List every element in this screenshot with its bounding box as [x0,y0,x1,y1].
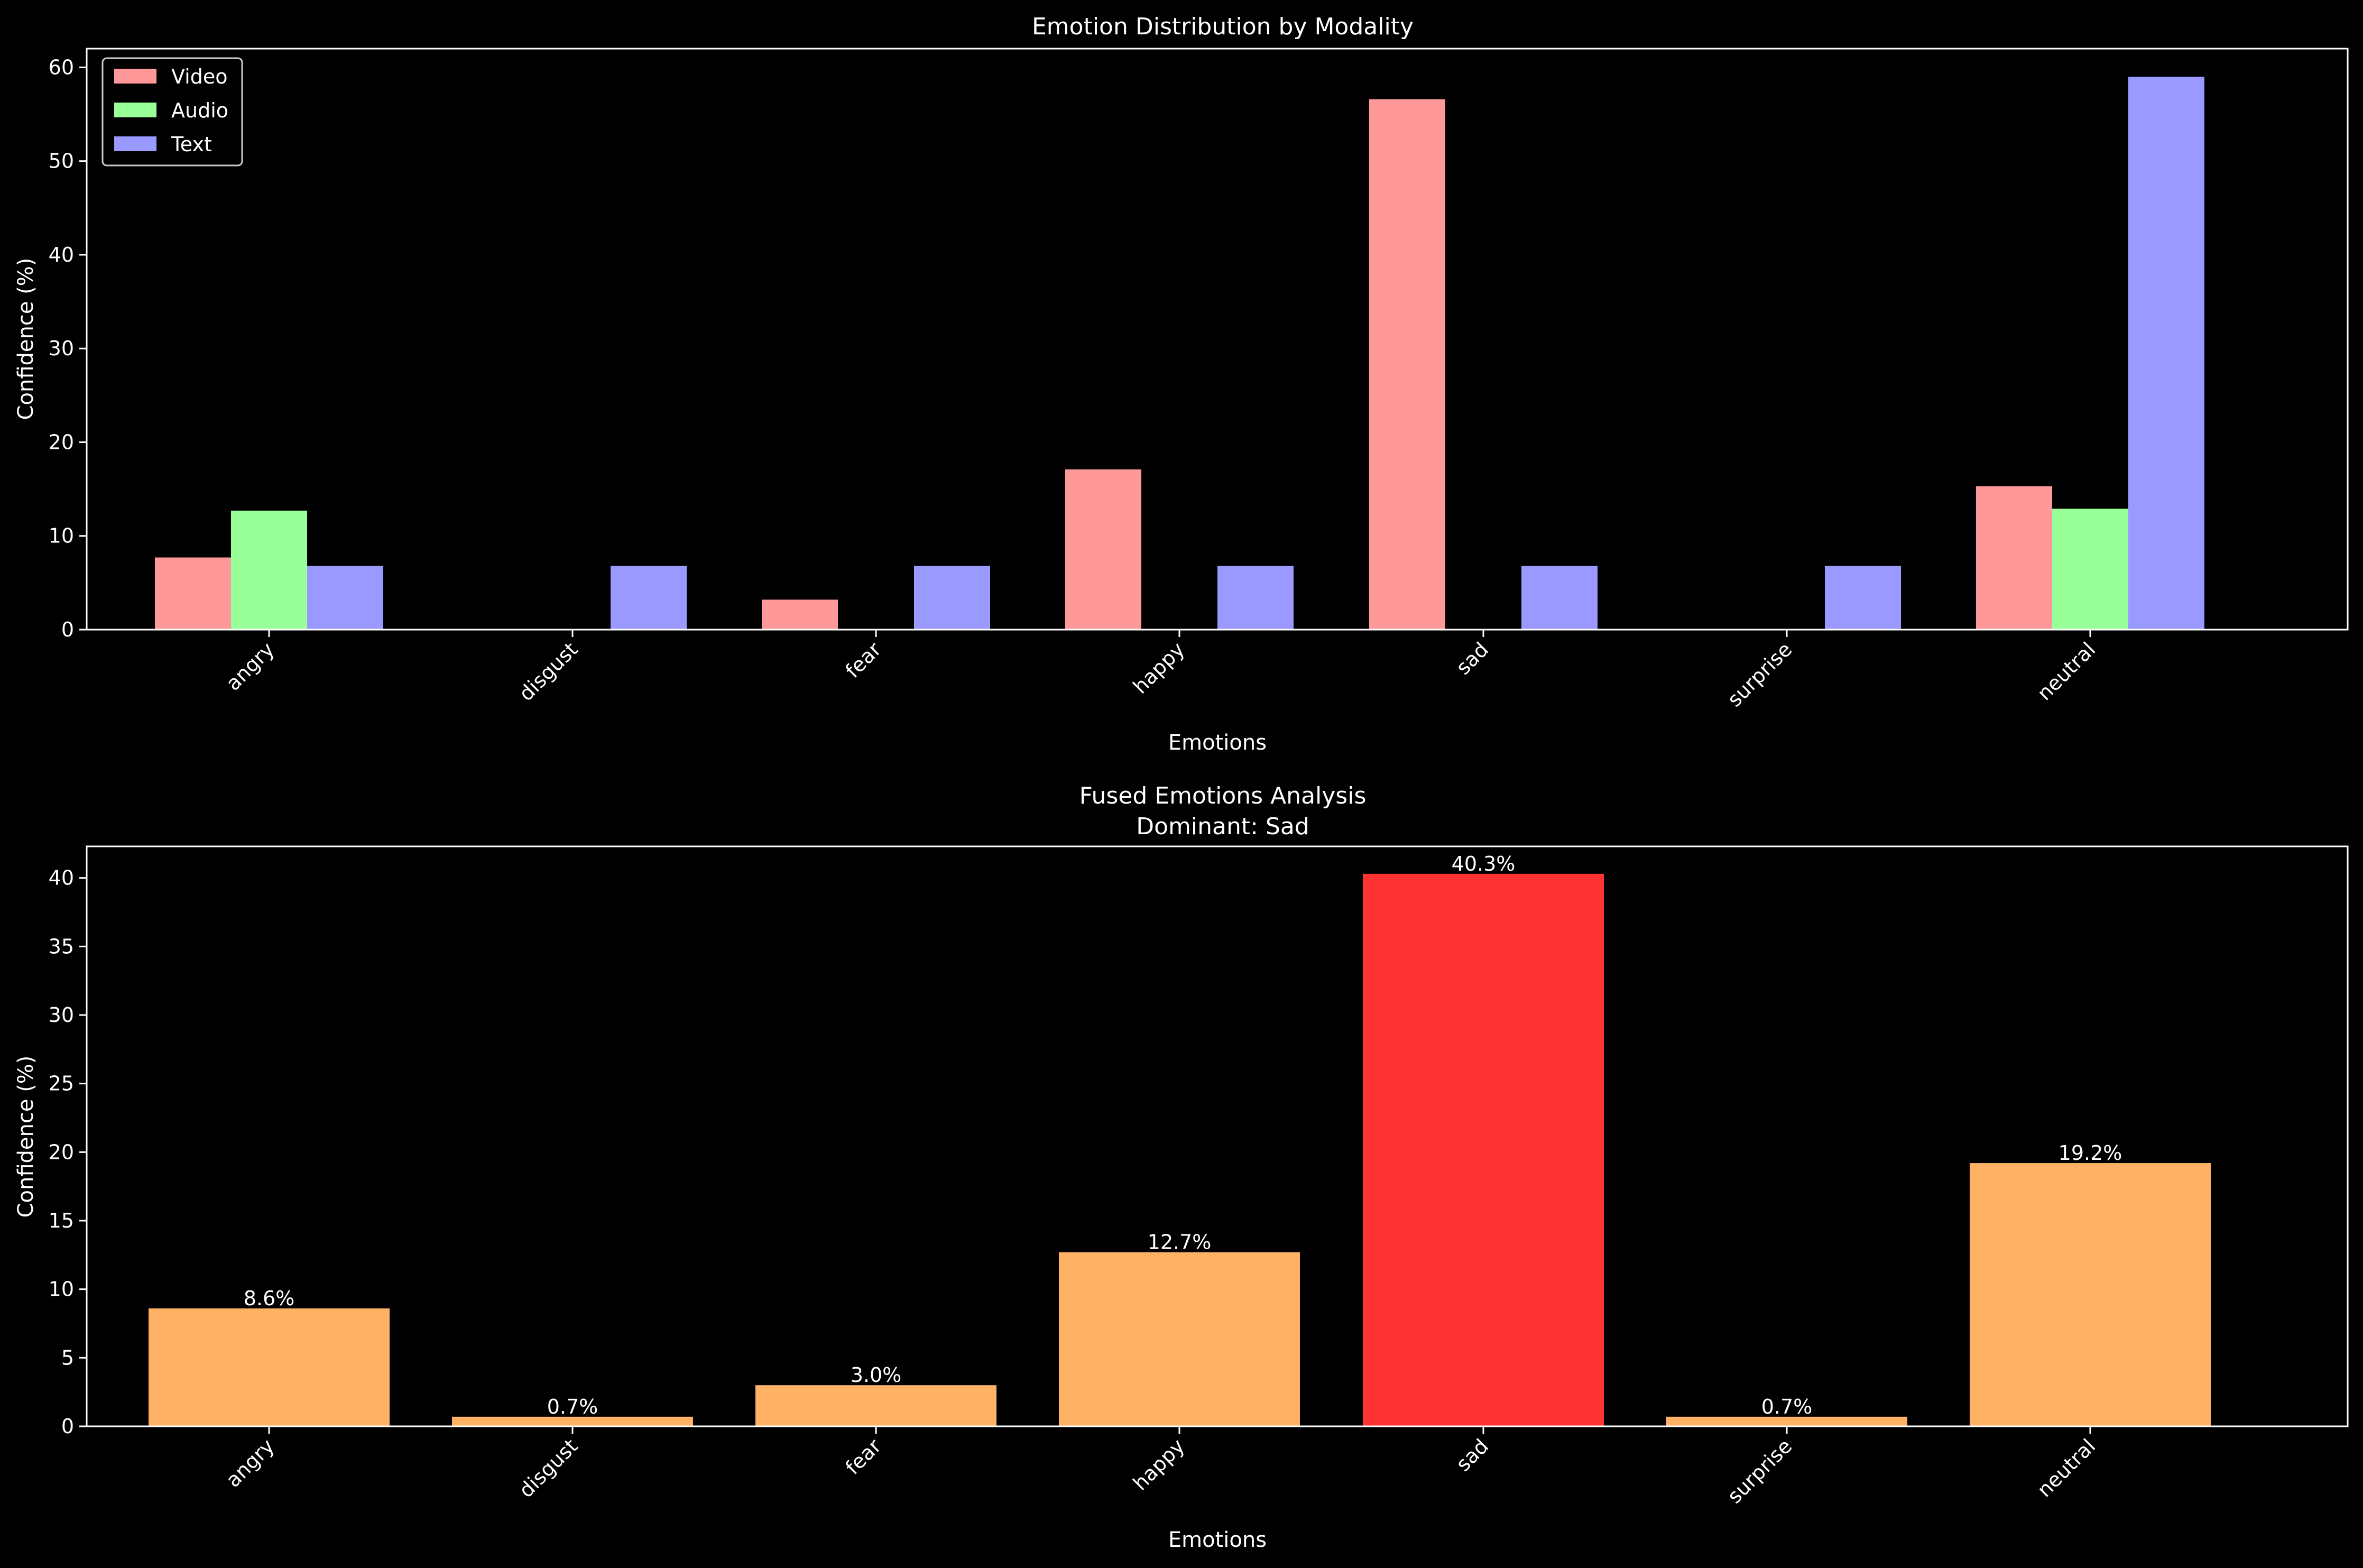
chart-title: Emotion Distribution by Modality [1032,13,1414,40]
chart-title: Fused Emotions Analysis [1079,782,1367,809]
y-tick-label: 0 [61,618,74,641]
y-tick-label: 5 [61,1346,74,1369]
y-tick-label: 15 [49,1209,74,1232]
modality-chart: Emotion Distribution by Modality 0 10 20 30… [14,13,2349,755]
chart-subtitle: Dominant: Sad [1136,813,1309,840]
bar-fused-disgust [452,1416,693,1426]
bar-audio-neutral [2052,509,2128,630]
data-label-angry: 8.6% [244,1287,295,1310]
legend-label-video: Video [171,65,227,88]
legend-swatch-video [114,69,156,84]
bar-fused-happy [1059,1252,1300,1426]
y-tick-label: 30 [49,337,74,360]
y-axis-label: Confidence (%) [14,258,38,420]
bar-text-happy [1217,566,1294,630]
bar-fused-neutral [1970,1163,2211,1426]
data-label-fear: 3.0% [851,1363,902,1387]
bar-text-sad [1521,566,1598,630]
legend: Video Audio Text [101,57,243,167]
bar-video-neutral [1976,486,2052,630]
bar-video-happy [1065,469,1141,630]
y-tick-label: 50 [49,150,74,173]
plot-frame [86,48,2349,631]
data-label-disgust: 0.7% [547,1395,598,1418]
bar-video-sad [1369,99,1445,630]
data-label-surprise: 0.7% [1761,1395,1813,1418]
bar-text-neutral [2128,77,2204,630]
bar-series-group [149,873,2211,1426]
legend-swatch-audio [114,103,156,117]
y-tick-label: 20 [49,1140,74,1164]
bar-text-fear [914,566,990,630]
y-tick-label: 0 [61,1415,74,1438]
legend-label-audio: Audio [171,99,228,122]
y-tick-label: 20 [49,430,74,454]
bar-fused-surprise [1666,1416,1907,1426]
bar-video-fear [762,599,838,630]
x-axis-label: Emotions [1168,1528,1267,1552]
y-tick-label: 10 [49,1278,74,1301]
y-tick-label: 40 [49,243,74,266]
plot-frame [86,845,2349,1427]
legend-label-text: Text [171,133,212,156]
bar-text-disgust [611,566,687,630]
bar-series-group [155,77,2204,630]
y-tick-label: 60 [49,56,74,79]
y-tick-label: 35 [49,935,74,958]
data-label-group: 8.6% 0.7% 3.0% 12.7% 40.3% 0.7% 19.2% [244,852,2122,1418]
bar-fused-fear [755,1385,996,1426]
bar-text-surprise [1825,566,1901,630]
y-tick-label: 40 [49,866,74,890]
bar-audio-angry [231,510,307,630]
data-label-neutral: 19.2% [2059,1141,2122,1165]
x-axis-label: Emotions [1168,731,1267,755]
data-label-happy: 12.7% [1148,1231,1212,1254]
y-tick-label: 30 [49,1003,74,1027]
y-axis-label: Confidence (%) [14,1056,38,1218]
fused-chart: Fused Emotions Analysis Dominant: Sad 8.… [14,782,2349,1552]
data-label-sad: 40.3% [1452,852,1516,875]
bar-fused-angry [149,1308,390,1426]
y-tick-label: 25 [49,1072,74,1095]
bar-fused-sad [1363,873,1604,1426]
y-tick-label: 10 [49,524,74,548]
bar-text-angry [307,566,383,630]
bar-video-angry [155,557,231,630]
legend-swatch-text [114,136,156,151]
